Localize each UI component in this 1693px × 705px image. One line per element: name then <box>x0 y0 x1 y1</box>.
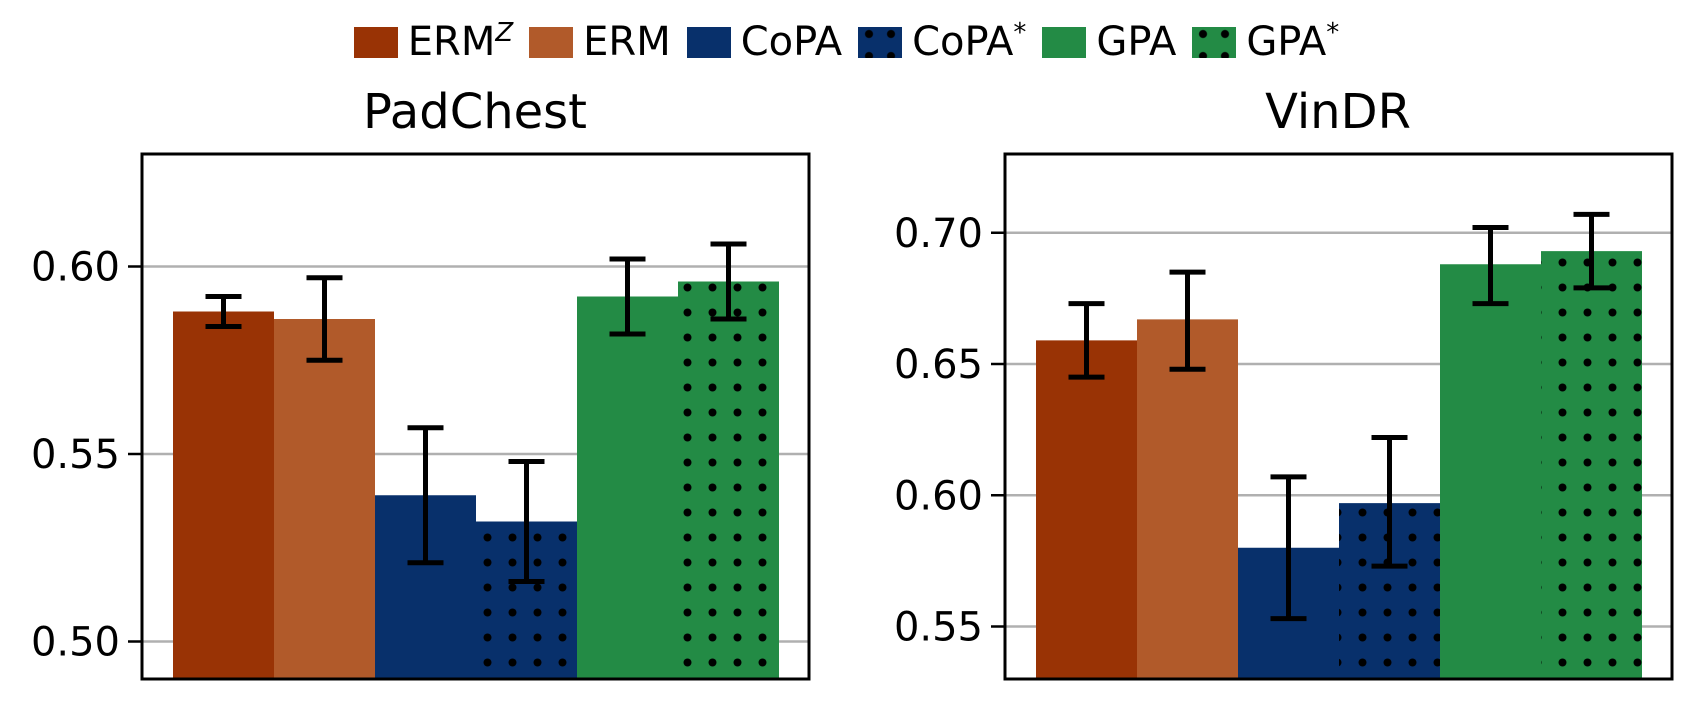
y-tick-label: 0.60 <box>31 245 120 291</box>
legend-label: ERMZ <box>407 18 514 65</box>
error-bar <box>609 256 646 337</box>
plot-frame <box>140 152 811 681</box>
plot-frame <box>1003 152 1674 681</box>
y-tick-label: 0.65 <box>894 342 983 388</box>
error-bar <box>710 241 747 322</box>
bar <box>1440 264 1541 679</box>
y-tick-label: 0.50 <box>31 620 120 666</box>
panel-title: PadChest <box>363 84 587 140</box>
error-bar <box>205 294 242 329</box>
error-bar <box>1472 225 1509 307</box>
y-tick-label: 0.60 <box>894 473 983 519</box>
legend-label: GPA <box>1096 19 1177 65</box>
legend-swatch <box>353 26 398 58</box>
error-bar <box>1068 301 1105 380</box>
y-tick-label: 0.55 <box>31 432 120 478</box>
chart-panel: VinDR 0.55 0.60 0.65 0.70 <box>894 84 1674 681</box>
bar <box>274 319 375 679</box>
legend-item: CoPA* <box>858 18 1027 65</box>
y-tick-label: 0.55 <box>894 605 983 651</box>
bar <box>678 281 779 679</box>
error-bar <box>1371 435 1408 569</box>
bar <box>1541 251 1642 679</box>
error-bar <box>1169 269 1206 372</box>
error-bar <box>1270 474 1307 622</box>
chart-panel: PadChest 0.50 0.55 0.60 <box>31 84 811 681</box>
legend-swatch <box>1192 26 1237 58</box>
legend-item: CoPA <box>686 19 843 65</box>
error-bar <box>508 459 545 584</box>
legend-label: CoPA* <box>912 18 1027 65</box>
legend-item: GPA <box>1042 22 1176 62</box>
bar <box>577 296 678 679</box>
legend-item: ERM <box>529 22 671 62</box>
error-bar <box>407 425 444 566</box>
error-bar <box>1573 211 1610 291</box>
panel-title: VinDR <box>1265 84 1411 140</box>
legend: ERMZ ERM CoPA CoPA* GPA GPA* <box>0 12 1693 72</box>
bar <box>1137 319 1238 679</box>
bar <box>1036 340 1137 679</box>
legend-item: ERMZ <box>353 18 514 65</box>
legend-label: GPA* <box>1246 18 1340 65</box>
error-bar <box>306 275 343 363</box>
legend-label: ERM <box>583 19 671 65</box>
y-tick-label: 0.70 <box>894 211 983 257</box>
bar <box>173 311 274 679</box>
legend-swatch <box>1042 26 1087 58</box>
legend-swatch <box>686 26 731 58</box>
legend-label: CoPA <box>740 19 843 65</box>
legend-swatch <box>858 26 903 58</box>
legend-item: GPA* <box>1192 18 1340 65</box>
legend-swatch <box>529 26 574 58</box>
